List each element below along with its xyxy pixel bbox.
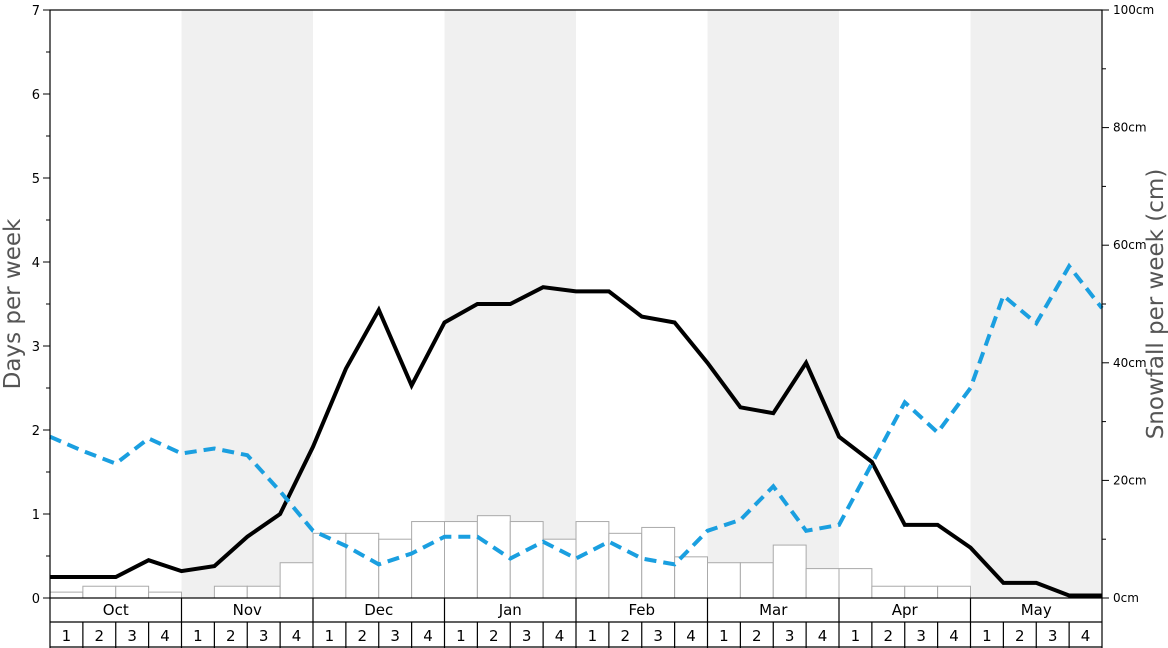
week-label: 2	[95, 627, 105, 645]
week-label: 2	[621, 627, 631, 645]
snowfall-bar	[805, 568, 840, 599]
snowfall-bar	[937, 585, 971, 599]
week-label: 1	[982, 627, 992, 645]
snowfall-bar	[49, 591, 84, 599]
left-axis-title: Days per week	[0, 218, 26, 389]
week-label: 3	[522, 627, 532, 645]
week-label: 1	[62, 627, 72, 645]
right-tick-label: 40cm	[1113, 356, 1147, 370]
left-tick-label: 0	[32, 592, 40, 607]
week-label: 1	[456, 627, 466, 645]
week-label: 4	[1081, 627, 1091, 645]
week-label: 4	[818, 627, 828, 645]
snowfall-bar	[707, 562, 741, 599]
week-label: 3	[390, 627, 400, 645]
week-label: 4	[686, 627, 696, 645]
week-label: 3	[127, 627, 137, 645]
lines	[49, 262, 1104, 598]
snowfall-bar	[739, 562, 774, 599]
month-label: Apr	[892, 601, 919, 619]
right-axis: 0cm 20cm 40cm 60cm 80cm 100cm	[1102, 3, 1154, 605]
week-label: 1	[193, 627, 203, 645]
week-label: 1	[325, 627, 335, 645]
snowfall-bar	[115, 585, 150, 599]
week-label: 4	[555, 627, 565, 645]
week-label: 2	[752, 627, 762, 645]
snowfall-bar	[444, 521, 478, 599]
month-bands	[181, 10, 1102, 598]
month-label: Dec	[364, 601, 393, 619]
week-label: 4	[423, 627, 433, 645]
week-label: 4	[292, 627, 302, 645]
left-tick-label: 6	[32, 88, 40, 103]
snowfall-bar	[279, 562, 314, 599]
week-label: 4	[949, 627, 959, 645]
week-label: 2	[226, 627, 236, 645]
week-label: 1	[588, 627, 598, 645]
right-tick-label: 100cm	[1113, 3, 1154, 17]
snowfall-bar	[772, 544, 807, 599]
month-label: Nov	[233, 601, 262, 619]
week-label: 2	[358, 627, 368, 645]
snowfall-bar	[509, 521, 544, 599]
snowfall-bar	[345, 532, 380, 599]
snowfall-bar	[476, 515, 511, 599]
week-label: 2	[884, 627, 894, 645]
snowfall-bar	[904, 585, 939, 599]
month-label: Jan	[498, 601, 522, 619]
left-tick-label: 3	[32, 340, 40, 355]
snowfall-bar	[674, 556, 708, 599]
right-tick-label: 80cm	[1113, 121, 1147, 135]
snowfall-bars	[49, 515, 971, 599]
left-tick-label: 2	[32, 424, 40, 439]
week-label: 3	[916, 627, 926, 645]
week-label: 3	[653, 627, 663, 645]
solid-line-series	[50, 285, 1102, 598]
right-tick-label: 0cm	[1113, 591, 1139, 605]
snowfall-bar	[411, 521, 445, 599]
month-label: Feb	[628, 601, 655, 619]
left-tick-label: 4	[32, 256, 40, 271]
week-label: 3	[259, 627, 269, 645]
snowfall-bar	[871, 585, 906, 599]
snowfall-bar	[575, 521, 610, 599]
left-tick-label: 5	[32, 172, 40, 187]
week-label: 3	[1048, 627, 1058, 645]
left-axis: 0 1 2 3 4 5 6 7	[32, 4, 50, 607]
snowfall-bar	[82, 585, 117, 599]
month-band-may	[970, 10, 1102, 598]
x-axis-table: Oct 1 2 3 4 Nov 1 2 3 4 Dec 1 2 3 4 Jan 1 2 3 4 Feb 1 2 3 4 Mar 1 2…	[49, 598, 1103, 648]
month-label: Oct	[103, 601, 129, 619]
month-band-nov	[181, 10, 313, 598]
week-label: 2	[1015, 627, 1025, 645]
month-label: May	[1021, 601, 1052, 619]
right-tick-label: 60cm	[1113, 238, 1147, 252]
month-band-mar	[707, 10, 839, 598]
right-axis-title: Snowfall per week (cm)	[1143, 169, 1168, 440]
left-tick-label: 7	[32, 4, 40, 19]
dashed-line-series	[49, 262, 1104, 567]
snowfall-bar	[838, 568, 873, 599]
left-tick-label: 1	[32, 508, 40, 523]
snowfall-bar	[378, 538, 413, 599]
snowfall-bar	[213, 585, 248, 599]
snowfall-bar	[542, 538, 577, 599]
week-label: 2	[489, 627, 499, 645]
right-tick-label: 20cm	[1113, 473, 1147, 487]
snowfall-bar	[148, 591, 182, 599]
week-label: 1	[719, 627, 729, 645]
week-label: 4	[160, 627, 170, 645]
month-label: Mar	[759, 601, 788, 619]
snowfall-bar	[246, 585, 281, 599]
week-label: 1	[851, 627, 861, 645]
week-label: 3	[785, 627, 795, 645]
